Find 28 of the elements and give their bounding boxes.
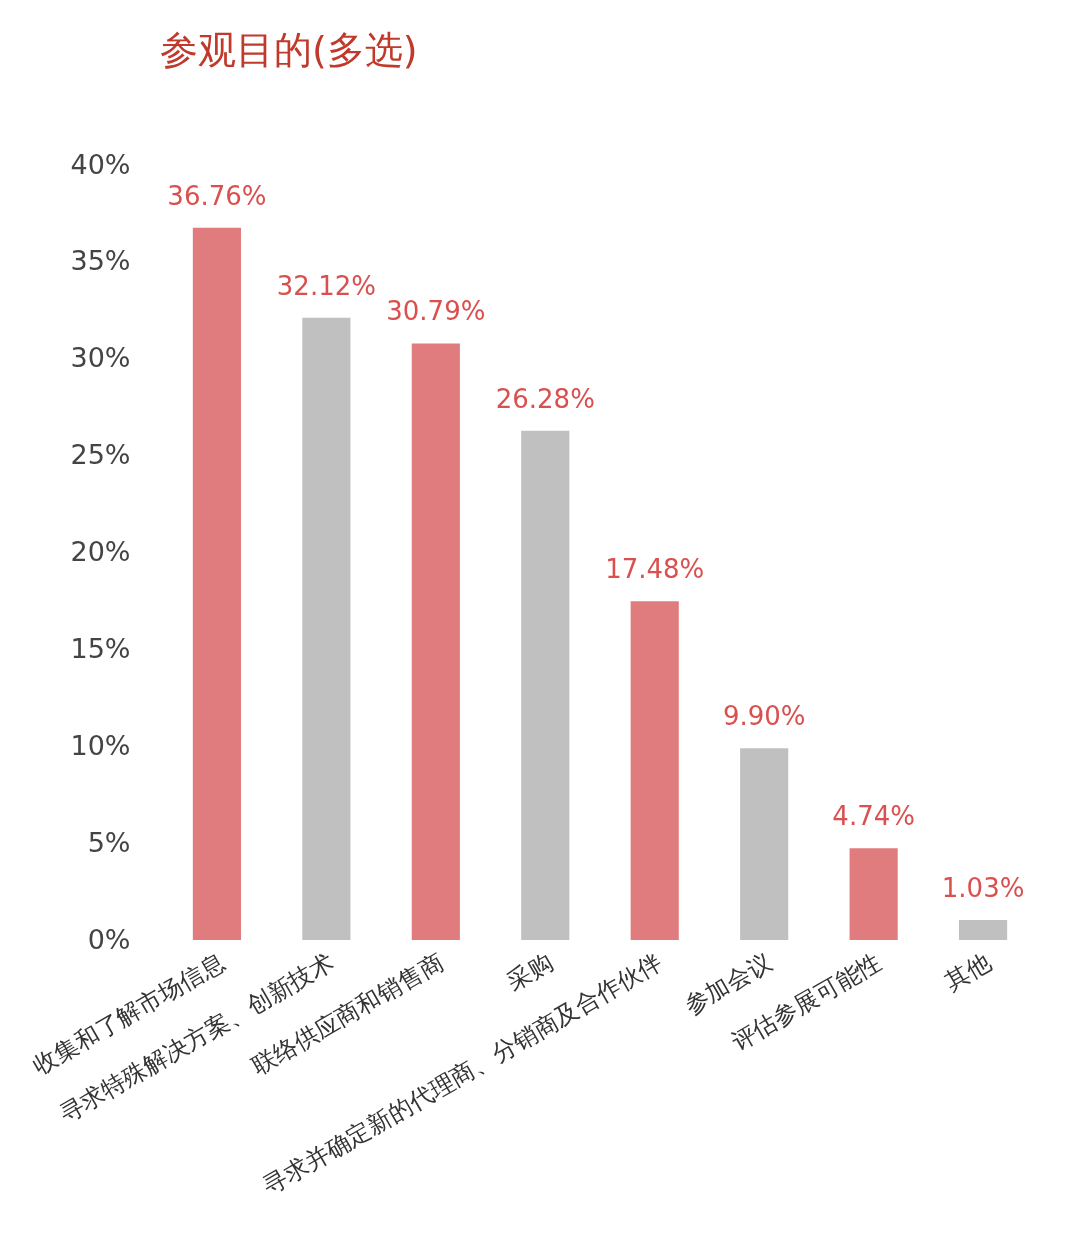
bar	[192, 227, 241, 940]
data-label: 36.76%	[167, 180, 267, 211]
bar	[959, 920, 1008, 940]
data-label: 32.12%	[276, 270, 376, 301]
bar	[521, 430, 570, 940]
data-label: 4.74%	[832, 801, 915, 832]
y-tick-label: 25%	[70, 439, 131, 471]
bar	[411, 343, 460, 940]
bar	[740, 748, 789, 940]
chart-title: 参观目的(多选)	[160, 28, 418, 72]
bar	[630, 601, 679, 940]
bar	[849, 848, 898, 940]
data-label: 1.03%	[941, 873, 1025, 904]
y-tick-label: 30%	[70, 342, 131, 374]
data-label: 26.28%	[495, 383, 595, 414]
y-tick-label: 35%	[70, 245, 131, 277]
y-tick-label: 40%	[70, 148, 131, 180]
y-tick-label: 20%	[70, 536, 131, 567]
y-tick-label: 10%	[70, 729, 131, 761]
y-tick-label: 15%	[70, 632, 131, 664]
data-label: 9.90%	[722, 701, 806, 732]
y-tick-label: 5%	[87, 826, 131, 858]
data-label: 17.48%	[605, 554, 705, 585]
x-tick-label: 采购	[502, 947, 558, 997]
y-tick-label: 0%	[87, 923, 131, 955]
data-label: 30.79%	[386, 296, 486, 327]
x-tick-label: 其他	[940, 947, 996, 997]
bar	[302, 317, 351, 940]
